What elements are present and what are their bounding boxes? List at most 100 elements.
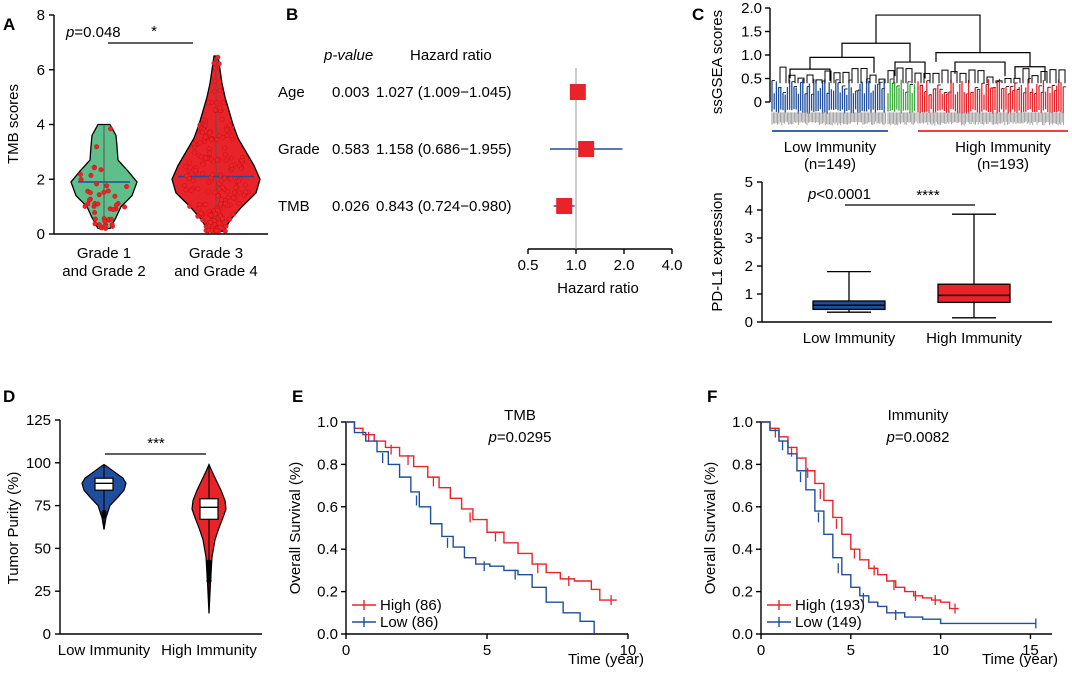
cluster-label-low: Low Immunity — [784, 139, 877, 156]
data-point — [183, 187, 189, 193]
x-tick-label: Grade 1 — [77, 245, 131, 262]
data-point — [222, 175, 228, 181]
legend-label: High (193) — [795, 597, 865, 614]
data-point — [205, 227, 211, 233]
y-tick-label: 0 — [745, 314, 753, 331]
data-point — [243, 189, 249, 195]
hr-marker — [569, 84, 586, 100]
data-point — [223, 157, 229, 163]
y-tick-label: 0.8 — [317, 456, 338, 473]
x-tick-label: and Grade 4 — [174, 263, 257, 280]
panel-letter-f: F — [707, 387, 717, 406]
y-tick-label: 0.4 — [317, 541, 338, 558]
data-point — [208, 156, 214, 162]
data-point — [186, 176, 192, 182]
dendrogram-link — [935, 52, 1031, 67]
data-point — [214, 228, 220, 234]
data-point — [212, 190, 218, 196]
dendrogram-link — [841, 42, 911, 63]
y-tick-label: 5 — [745, 174, 753, 191]
data-point — [224, 132, 230, 138]
panel-letter-e: E — [292, 387, 303, 406]
y-tick-label: 50 — [34, 540, 51, 557]
y-tick-label: 3 — [745, 230, 753, 247]
y-tick-label: 1.0 — [317, 414, 338, 431]
dendrogram-link — [977, 70, 985, 84]
data-point — [94, 181, 100, 187]
cluster-n-low: (n=149) — [804, 156, 856, 173]
data-point — [101, 189, 107, 195]
p-value: =0.0082 — [895, 429, 950, 446]
data-point — [200, 217, 206, 223]
data-point — [78, 177, 84, 182]
data-point — [233, 185, 239, 190]
y-tick-label: 1.5 — [741, 24, 762, 41]
data-point — [212, 78, 218, 84]
x-axis-label: Time (year) — [568, 651, 644, 668]
row-pvalue: 0.583 — [332, 141, 370, 158]
outlier — [206, 578, 212, 584]
data-point — [212, 107, 218, 113]
data-point — [219, 116, 225, 122]
data-point — [87, 197, 92, 203]
y-tick-label: 0.5 — [741, 71, 762, 88]
data-point — [228, 155, 234, 161]
data-point — [200, 171, 206, 177]
data-point — [222, 220, 228, 226]
y-axis-label: ssGSEA scores — [709, 10, 726, 114]
data-point — [203, 201, 209, 207]
data-point — [200, 117, 206, 123]
p-value-label: p=0.0082 — [886, 429, 950, 446]
sig-stars: * — [151, 23, 157, 40]
y-tick-label: 4 — [745, 202, 753, 219]
data-point — [191, 141, 197, 147]
data-point — [207, 130, 213, 136]
row-name: Grade — [278, 141, 320, 158]
dendrogram-link — [1014, 66, 1046, 81]
dendrogram-link — [954, 61, 1006, 77]
y-tick-label: 1 — [745, 286, 753, 303]
data-point — [207, 150, 213, 156]
data-point — [190, 178, 196, 184]
x-axis-label: Hazard ratio — [557, 280, 639, 297]
data-point — [225, 189, 231, 195]
data-point — [208, 212, 214, 218]
data-point — [205, 189, 211, 195]
row-hr-text: 1.027 (1.009−1.045) — [376, 84, 512, 101]
x-tick-label: 0 — [342, 642, 350, 659]
x-tick-label: 0 — [757, 642, 765, 659]
data-point — [218, 201, 223, 207]
sig-stars: **** — [916, 187, 940, 204]
x-tick-label: Grade 3 — [189, 245, 243, 262]
dendrogram-link — [815, 79, 823, 84]
dendrogram-link — [824, 70, 832, 84]
dendrogram-link — [869, 74, 877, 84]
y-tick-label: 6 — [37, 62, 45, 79]
data-point — [215, 193, 221, 199]
data-point — [214, 136, 220, 142]
dendrogram-link — [959, 72, 967, 84]
data-point — [228, 176, 234, 182]
p-value-label: p=0.048 — [65, 24, 121, 41]
chart-title: Immunity — [888, 407, 949, 424]
dendrogram-link — [896, 67, 904, 84]
data-point — [104, 183, 110, 189]
data-point — [212, 211, 218, 217]
dendrogram-root — [875, 14, 981, 53]
data-point — [92, 216, 98, 222]
y-tick-label: 0.4 — [732, 541, 753, 558]
row-name: Age — [278, 84, 305, 101]
data-point — [228, 133, 234, 139]
data-point — [238, 165, 244, 171]
hr-marker — [578, 141, 595, 157]
x-tick-label: 10 — [932, 642, 949, 659]
data-point — [112, 193, 118, 199]
x-tick-label: Low Immunity — [58, 642, 151, 659]
y-axis-label: PD-L1 expression — [709, 192, 726, 311]
dendrogram-link — [986, 76, 994, 84]
y-tick-label: 0.0 — [317, 626, 338, 643]
dendrogram-link — [860, 68, 868, 84]
dendrogram-link — [789, 68, 831, 81]
y-tick-label: 0 — [754, 94, 762, 111]
p-value-label: p<0.0001 — [807, 186, 871, 203]
